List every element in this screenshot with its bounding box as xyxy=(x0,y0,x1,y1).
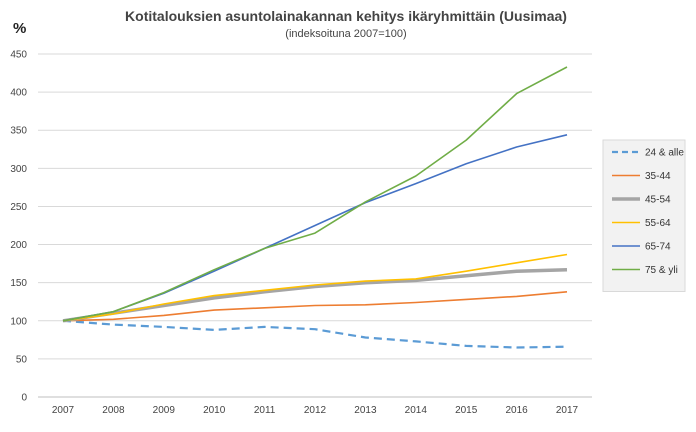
y-tick-label: 150 xyxy=(10,278,27,289)
series-line xyxy=(62,253,568,322)
x-tick-label: 2009 xyxy=(153,405,176,416)
y-tick-label: 300 xyxy=(10,164,27,175)
y-tick-label: 350 xyxy=(10,126,27,137)
y-tick-label: 0 xyxy=(21,393,27,404)
x-tick-label: 2016 xyxy=(505,405,528,416)
series-line xyxy=(62,319,568,349)
series-line xyxy=(62,66,568,322)
series-line xyxy=(62,134,568,322)
legend-entry-label: 55-64 xyxy=(645,218,671,229)
y-tick-label: 450 xyxy=(10,50,27,61)
x-axis-ticks: 2007 2008 2009 2010 2011 2012 2013 2014 2015 2016… xyxy=(52,405,579,416)
legend-entry-label: 65-74 xyxy=(645,242,671,253)
series-lines xyxy=(62,66,568,349)
y-tick-label: 50 xyxy=(16,354,28,365)
y-axis-unit: % xyxy=(13,20,26,37)
x-tick-label: 2010 xyxy=(203,405,226,416)
x-tick-label: 2007 xyxy=(52,405,75,416)
chart-title: Kotitalouksien asuntolainakannan kehitys… xyxy=(125,8,567,24)
x-tick-label: 2014 xyxy=(405,405,428,416)
x-tick-label: 2017 xyxy=(556,405,579,416)
x-tick-label: 2008 xyxy=(102,405,125,416)
series-line xyxy=(62,291,568,322)
legend-entry-label: 75 & yli xyxy=(645,265,678,276)
legend-box xyxy=(602,139,686,292)
y-axis-ticks: 0 50 100 150 200 250 300 350 400 450 xyxy=(10,50,27,404)
gridlines xyxy=(38,53,592,398)
y-tick-label: 100 xyxy=(10,316,27,327)
legend-entry-label: 45-54 xyxy=(645,195,671,206)
x-tick-label: 2013 xyxy=(354,405,377,416)
x-tick-label: 2015 xyxy=(455,405,478,416)
legend: 24 & alle 35-44 45-54 55-64 65-74 75 & yli xyxy=(602,139,686,292)
x-tick-label: 2012 xyxy=(304,405,327,416)
series-line xyxy=(62,267,568,323)
legend-entry-label: 24 & alle xyxy=(645,148,684,159)
y-tick-label: 200 xyxy=(10,240,27,251)
chart-subtitle: (indeksoituna 2007=100) xyxy=(285,28,406,40)
y-tick-label: 400 xyxy=(10,88,27,99)
x-tick-label: 2011 xyxy=(254,405,276,416)
legend-entry-label: 35-44 xyxy=(645,171,671,182)
y-tick-label: 250 xyxy=(10,202,27,213)
